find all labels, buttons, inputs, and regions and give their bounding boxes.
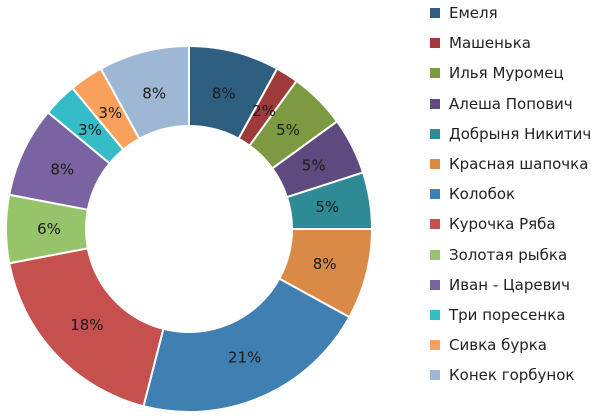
legend-swatch — [430, 8, 440, 18]
legend-label: Конек горбунок — [449, 366, 575, 385]
data-label-6: 21% — [228, 349, 261, 367]
data-label-7: 18% — [70, 316, 103, 334]
data-label-4: 5% — [315, 198, 339, 216]
slice-12 — [99, 44, 190, 141]
legend-swatch — [430, 279, 440, 290]
data-label-1: 2% — [252, 102, 276, 120]
data-label-9: 8% — [50, 160, 74, 178]
legend-item-9: Иван - Царевич — [430, 275, 570, 295]
legend-item-8: Золотая рыбка — [430, 245, 567, 265]
legend-swatch — [430, 340, 440, 351]
legend-label: Иван - Царевич — [449, 275, 571, 294]
donut-slices — [5, 44, 374, 413]
data-label-0: 8% — [212, 84, 236, 102]
legend-label: Сивка бурка — [449, 336, 547, 355]
slice-7 — [8, 247, 165, 408]
legend-swatch — [430, 249, 440, 260]
legend-item-3: Алеша Попович — [430, 94, 573, 114]
legend-label: Емеля — [449, 4, 498, 22]
data-label-2: 5% — [276, 121, 300, 139]
data-label-11: 3% — [98, 104, 122, 122]
legend-item-11: Сивка бурка — [430, 335, 547, 355]
legend-label: Колобок — [449, 185, 516, 204]
legend-item-12: Конек горбунок — [430, 365, 574, 385]
legend-swatch — [430, 310, 440, 320]
data-label-8: 6% — [37, 220, 61, 238]
legend-item-0: Емеля — [430, 3, 498, 23]
legend-item-2: Илья Муромец — [430, 63, 564, 83]
legend-swatch — [430, 128, 440, 139]
legend-label: Курочка Ряба — [449, 215, 556, 234]
data-label-10: 3% — [78, 121, 102, 139]
data-label-3: 5% — [302, 156, 326, 174]
legend-item-10: Три поресенка — [430, 305, 565, 325]
legend-label: Золотая рыбка — [449, 245, 568, 264]
slice-6 — [142, 277, 351, 413]
donut-labels: 8%2%5%5%5%8%21%18%6%8%3%3%8% — [37, 84, 339, 366]
legend-swatch — [430, 370, 440, 381]
legend-item-7: Курочка Ряба — [430, 214, 556, 234]
legend-item-4: Добрыня Никитич — [430, 124, 591, 144]
legend-label: Машенька — [449, 34, 531, 53]
legend-label: Алеша Попович — [449, 94, 573, 113]
legend-swatch — [430, 189, 440, 200]
legend-swatch — [430, 159, 440, 169]
data-label-12: 8% — [142, 84, 166, 102]
legend-label: Илья Муромец — [449, 64, 564, 83]
legend-swatch — [430, 68, 440, 79]
legend-label: Добрыня Никитич — [449, 124, 592, 143]
legend-item-6: Колобок — [430, 184, 515, 204]
legend-item-1: Машенька — [430, 33, 531, 53]
legend-swatch — [430, 98, 440, 109]
legend-swatch — [430, 38, 440, 49]
data-label-5: 8% — [313, 255, 337, 273]
legend-swatch — [430, 219, 440, 230]
legend-label: Три поресенка — [449, 306, 566, 324]
legend-item-5: Красная шапочка — [430, 154, 588, 174]
legend-label: Красная шапочка — [449, 155, 589, 173]
